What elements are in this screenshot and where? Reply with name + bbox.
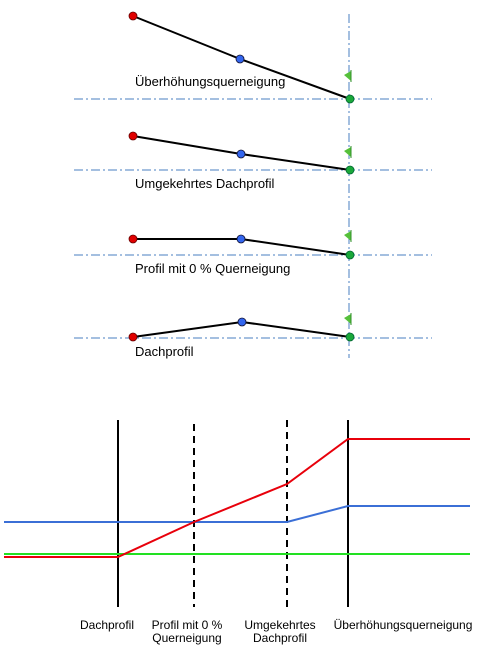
green-dot (345, 332, 355, 342)
red-dot (128, 131, 138, 141)
flag-icon (344, 231, 351, 241)
flag-icon (344, 314, 351, 324)
profile-label: Dachprofil (135, 344, 194, 359)
blue-dot (235, 54, 245, 64)
station-label: Querneigung (152, 631, 221, 645)
red-dot (128, 234, 138, 244)
profile-label: Überhöhungsquerneigung (135, 74, 285, 89)
station-label: Profil mit 0 % (152, 618, 223, 632)
station-label: Dachprofil (80, 618, 134, 632)
profile-superelevation: Überhöhungsquerneigung (74, 11, 432, 104)
red-dot (128, 332, 138, 342)
profile-zero-crossfall: Profil mit 0 % Querneigung (74, 230, 432, 276)
station-label: Dachprofil (253, 631, 307, 645)
blue-dot (237, 317, 247, 327)
flag-icon (344, 147, 351, 157)
transition-section: Dachprofil Profil mit 0 % Querneigung Um… (4, 420, 472, 645)
blue-dot (236, 234, 246, 244)
station-label: Umgekehrtes (244, 618, 315, 632)
red-dot (128, 11, 138, 21)
profile-normal-crown: Dachprofil (74, 313, 432, 359)
profile-label: Profil mit 0 % Querneigung (135, 261, 290, 276)
green-dot (345, 250, 355, 260)
flag-icon (344, 71, 351, 81)
station-label: Überhöhungsquerneigung (334, 618, 473, 632)
green-dot (345, 165, 355, 175)
profile-label: Umgekehrtes Dachprofil (135, 176, 275, 191)
green-dot (345, 94, 355, 104)
profile-reverse-crown: Umgekehrtes Dachprofil (74, 131, 432, 191)
red-edge-line (4, 438, 470, 558)
blue-dot (236, 149, 246, 159)
profiles-section: Überhöhungsquerneigung Umgekehrtes Dachp… (74, 11, 432, 359)
blue-center-line (4, 505, 470, 523)
